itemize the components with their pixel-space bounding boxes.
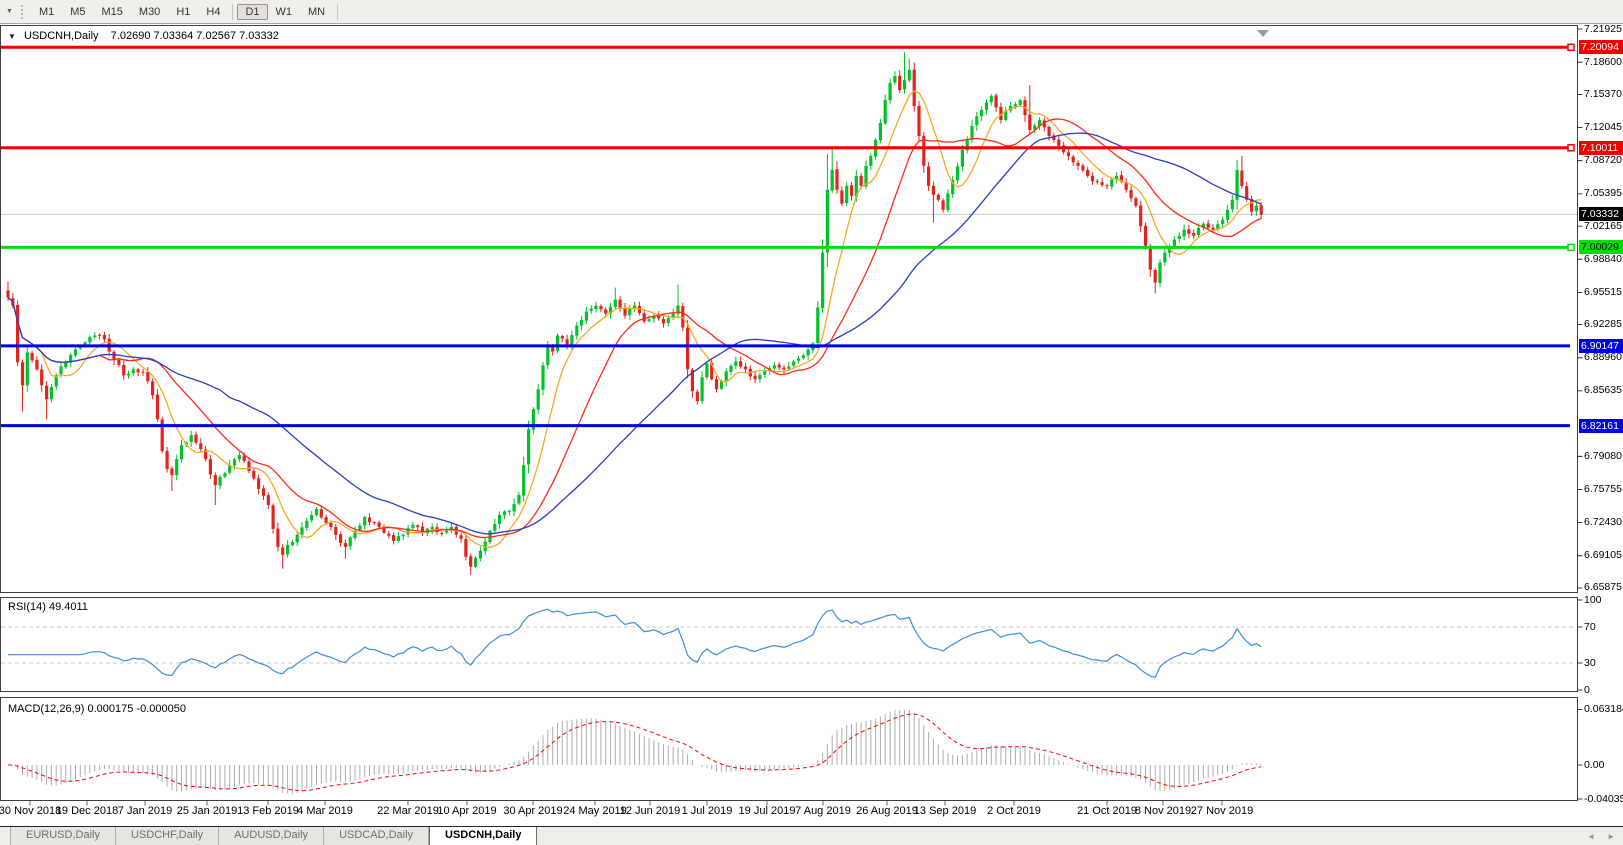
tab-scroll-left-icon[interactable]: ◄ [1587,832,1596,841]
price-axis-label: 6.95515 [1584,286,1622,298]
date-axis-label: 4 Mar 2019 [297,805,353,817]
price-axis-label: 7.21925 [1584,23,1622,35]
symbol-tab-bar: EURUSD,Daily USDCHF,Daily AUDUSD,Daily USDC… [0,826,1623,845]
level-price-badge: 7.20094 [1579,40,1623,54]
price-axis-label: 7.08720 [1584,154,1622,166]
rsi-title: RSI(14) 49.4011 [8,601,88,613]
timeframe-toolbar: ▼ M1 M5 M15 M30 H1 H4 D1 W1 MN [0,0,1623,24]
tab-scroll-right-icon[interactable]: ► [1607,832,1615,841]
tab-scroll-controls: ◄ ► [1587,832,1615,841]
price-axis-label: 6.79080 [1584,450,1622,462]
macd-axis-label: -0.040355 [1584,793,1623,805]
timeframe-button-m1[interactable]: M1 [38,5,55,18]
timeframe-button-m5[interactable]: M5 [70,5,86,18]
tab-usdcad-daily[interactable]: USDCAD,Daily [324,827,430,845]
level-price-badge: 7.00029 [1579,240,1623,254]
price-axis-label: 6.75755 [1584,483,1622,495]
date-axis-label: 13 Feb 2019 [237,805,299,817]
tab-usdcnh-daily[interactable]: USDCNH,Daily [429,827,538,845]
level-price-badge: 7.10011 [1579,141,1623,155]
chart-symbol-label: USDCNH,Daily [23,30,99,42]
date-axis-label: 24 May 2019 [563,805,627,817]
price-axis-label: 7.12045 [1584,121,1622,133]
toolbar-separator [337,3,339,20]
timeframe-button-w1[interactable]: W1 [275,5,293,18]
date-axis-label: 2 Oct 2019 [987,805,1041,817]
main-chart-pane[interactable] [0,25,1578,593]
toolbar-grip-handle[interactable] [20,4,23,19]
timeframe-button-mn[interactable]: MN [308,5,326,18]
date-axis-label: 8 Nov 2019 [1134,805,1192,817]
date-axis-label: 30 Nov 2018 [0,805,62,817]
macd-indicator-pane[interactable] [0,697,1578,801]
price-axis-label: 6.65875 [1584,581,1622,593]
price-axis-label: 6.69105 [1584,549,1622,561]
date-axis-label: 10 Apr 2019 [437,805,497,817]
timeframe-button-h4[interactable]: H4 [206,5,221,18]
rsi-axis-label: 0 [1584,684,1590,696]
timeframe-button-m15[interactable]: M15 [101,5,123,18]
price-axis-label: 6.98840 [1584,253,1622,265]
macd-title: MACD(12,26,9) 0.000175 -0.000050 [8,703,186,715]
date-axis-label: 7 Jan 2019 [117,805,173,817]
chart-title: ▼ USDCNH,Daily 7.02690 7.03364 7.02567 7… [8,30,279,42]
price-axis-label: 6.92285 [1584,318,1622,330]
toolbar-dropdown-button[interactable]: ▼ [6,8,13,15]
tab-audusd-daily[interactable]: AUDUSD,Daily [219,827,325,845]
rsi-axis-label: 30 [1584,657,1596,669]
price-axis-label: 6.88960 [1584,351,1622,363]
date-axis-label: 1 Jul 2019 [681,805,733,817]
date-axis-label: 19 Dec 2018 [55,805,119,817]
macd-axis-label: 0.00 [1584,759,1605,771]
price-axis-label: 7.18600 [1584,56,1622,68]
price-axis-label: 7.02165 [1584,220,1622,232]
date-axis-label: 22 Mar 2019 [377,805,439,817]
level-price-badge: 6.82161 [1579,419,1623,433]
price-axis-label: 6.85635 [1584,384,1622,396]
current-price-badge: 7.03332 [1579,207,1623,221]
tab-usdchf-daily[interactable]: USDCHF,Daily [115,827,220,845]
toolbar-separator [232,3,234,20]
chart-ohlc-values: 7.02690 7.03364 7.02567 7.03332 [110,30,279,42]
level-price-badge: 6.90147 [1579,339,1623,353]
date-axis-label: 27 Nov 2019 [1190,805,1254,817]
price-axis-label: 7.05395 [1584,187,1622,199]
rsi-axis-label: 70 [1584,621,1596,633]
date-axis-label: 26 Aug 2019 [856,805,918,817]
rsi-indicator-pane[interactable] [0,597,1578,692]
chart-collapse-icon[interactable]: ▼ [8,32,16,41]
timeframe-button-h1[interactable]: H1 [176,5,191,18]
timeframe-button-group: M1 M5 M15 M30 H1 H4 D1 W1 MN [31,3,342,20]
timeframe-button-m30[interactable]: M30 [138,5,161,18]
date-axis-label: 12 Jun 2019 [619,805,681,817]
timeframe-button-d1[interactable]: D1 [237,3,268,20]
rsi-axis-label: 100 [1584,594,1602,606]
date-axis-label: 25 Jan 2019 [176,805,238,817]
date-axis-label: 19 Jul 2019 [738,805,796,817]
tab-eurusd-daily[interactable]: EURUSD,Daily [10,827,116,845]
price-axis-label: 7.15370 [1584,88,1622,100]
date-axis-label: 7 Aug 2019 [795,805,851,817]
date-axis-label: 13 Sep 2019 [913,805,977,817]
macd-axis-label: 0.063184 [1584,703,1623,715]
date-axis-label: 30 Apr 2019 [503,805,563,817]
date-axis-label: 21 Oct 2019 [1077,805,1137,817]
price-axis-label: 6.72430 [1584,516,1622,528]
